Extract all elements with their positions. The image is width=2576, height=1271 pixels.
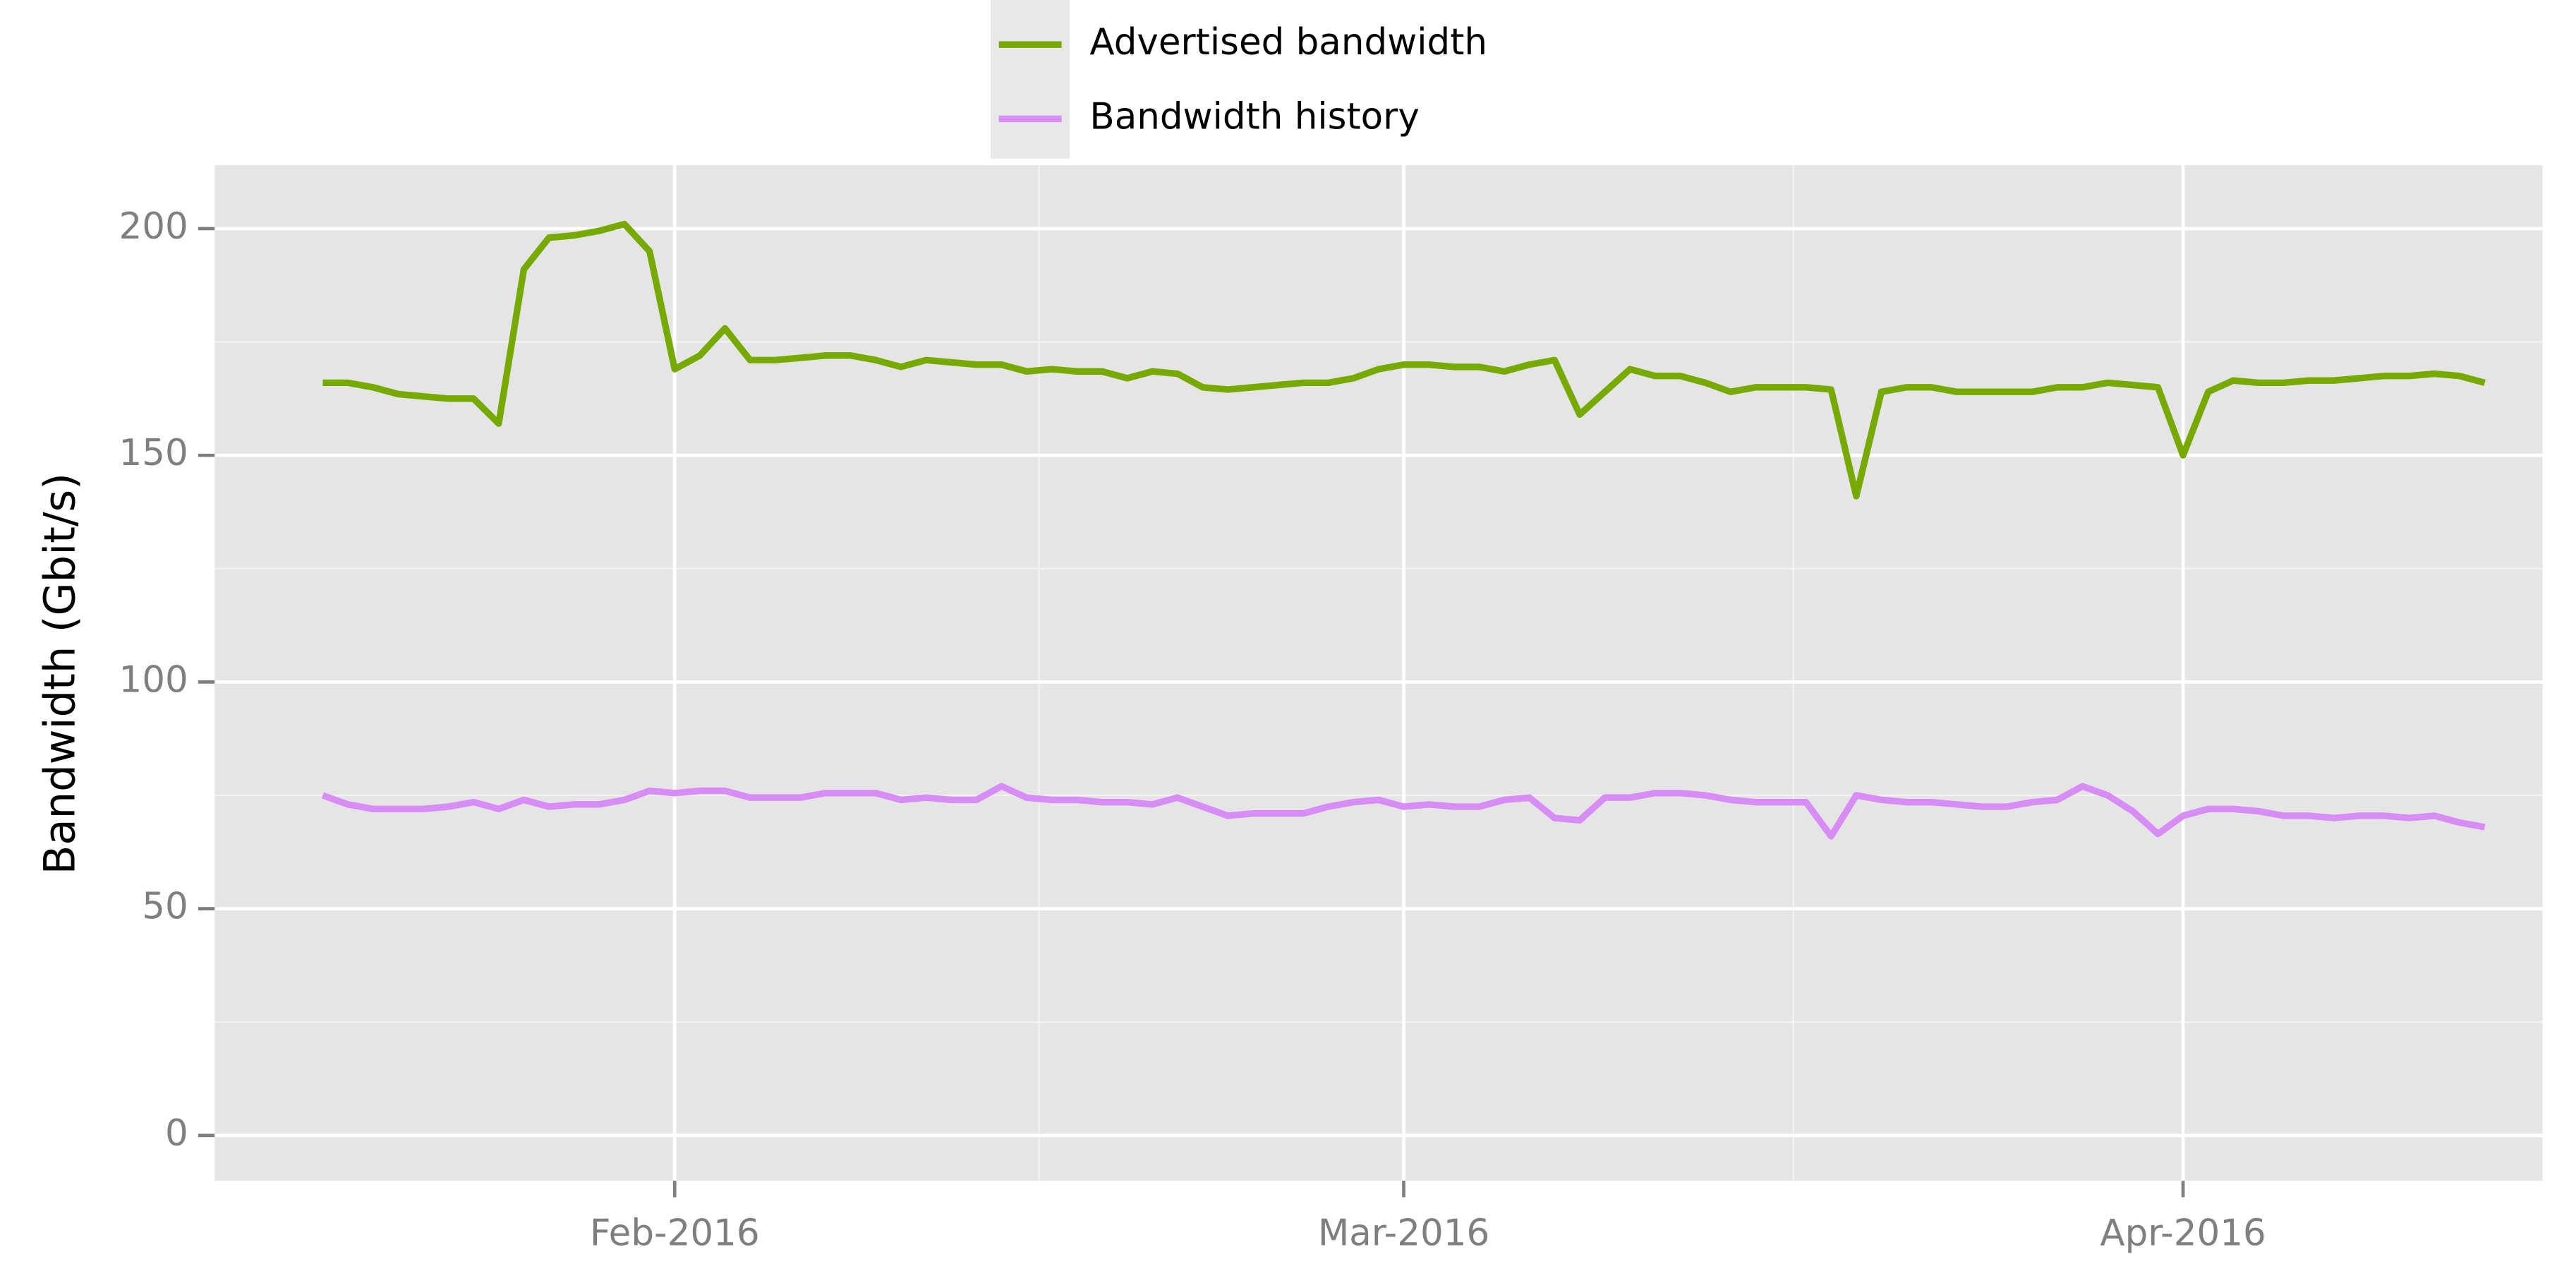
legend-label: Bandwidth history: [1089, 95, 1419, 138]
y-tick-label: 50: [142, 886, 188, 928]
legend-label: Advertised bandwidth: [1089, 21, 1487, 64]
line-series: [321, 783, 2486, 840]
panel: [214, 164, 2543, 1181]
plot-root: Bandwidth (Gbit/s) 0 50 100 150 200 Feb-2016 M…: [36, 0, 2543, 1254]
y-tick-label: 100: [119, 658, 188, 701]
y-axis-label: Bandwidth (Gbit/s): [36, 473, 85, 874]
y-tick-label: 200: [119, 205, 188, 248]
y-tick-label: 0: [165, 1112, 188, 1155]
line-series: [322, 220, 2486, 500]
legend-key-bg: [991, 0, 1070, 159]
x-tick-label: Apr-2016: [2100, 1212, 2266, 1254]
x-tick-label: Feb-2016: [590, 1212, 760, 1254]
x-tick-label: Mar-2016: [1318, 1212, 1489, 1254]
y-tick-label: 150: [119, 432, 188, 474]
